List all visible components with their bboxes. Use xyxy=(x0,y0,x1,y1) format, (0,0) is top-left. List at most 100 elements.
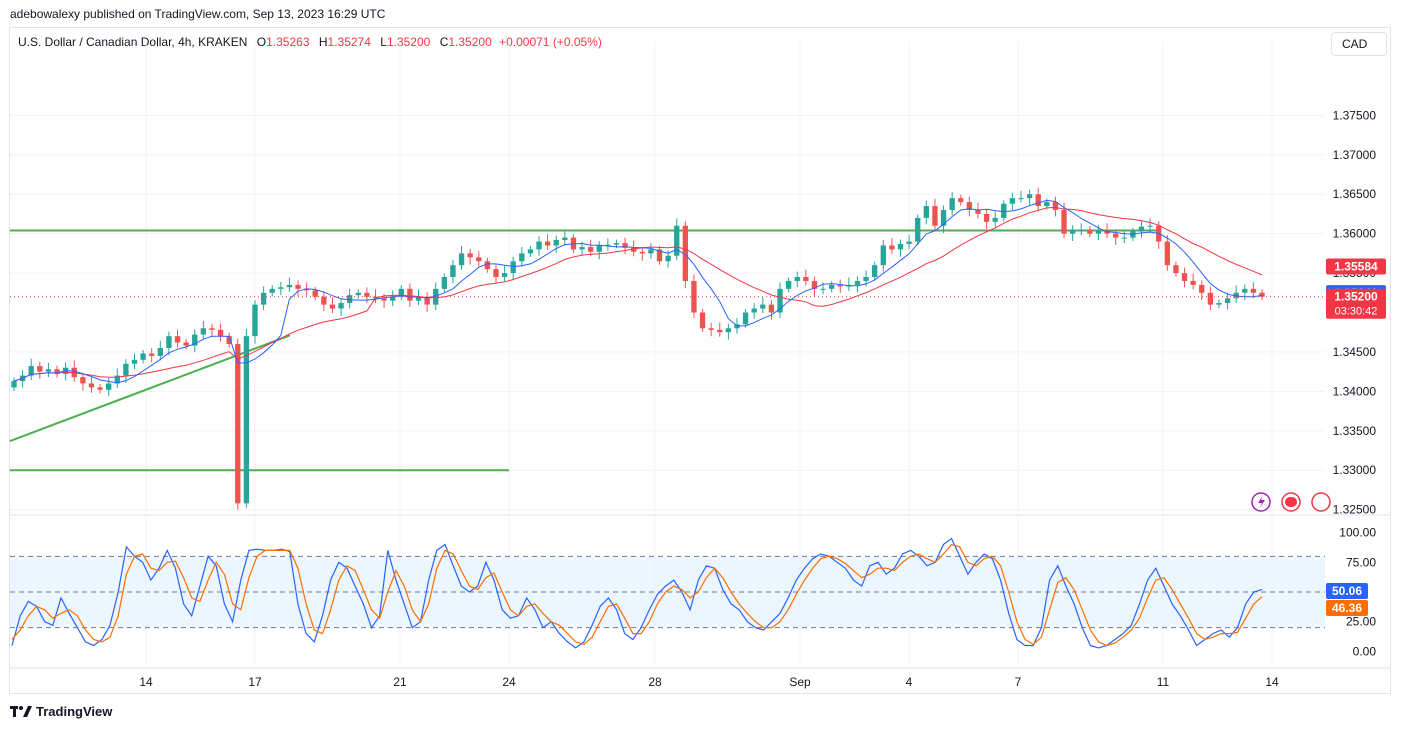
high-label: H xyxy=(318,35,328,49)
candle-body xyxy=(992,217,998,222)
candle-body xyxy=(260,292,267,305)
candle-body xyxy=(407,288,413,301)
candle-body xyxy=(699,312,706,329)
candle-body xyxy=(501,273,508,278)
candle-body xyxy=(1061,209,1067,234)
candle-body xyxy=(433,288,439,305)
stoch-d-line xyxy=(11,543,1263,647)
candle-body xyxy=(157,347,163,356)
candle-body xyxy=(983,213,990,222)
x-tick-label: 17 xyxy=(248,675,262,689)
candle-body xyxy=(37,366,43,372)
candle-body xyxy=(381,298,387,301)
candle-body xyxy=(863,277,869,281)
x-tick-label: 28 xyxy=(648,675,662,689)
candle-body xyxy=(510,261,516,274)
candle-body xyxy=(1035,194,1041,207)
candle-body xyxy=(28,366,34,376)
candle-body xyxy=(88,383,95,388)
candle-body xyxy=(648,249,654,254)
ma-slow-line xyxy=(13,206,1263,382)
currency-button[interactable]: CAD xyxy=(1331,32,1387,56)
candle-body xyxy=(441,277,448,289)
candle-body xyxy=(1052,202,1059,210)
candle-body xyxy=(1147,225,1153,227)
us-flag-glyph-icon xyxy=(1285,497,1297,507)
candle-body xyxy=(286,284,293,288)
last-price-tag xyxy=(1326,288,1386,319)
y-tick-label: 1.36000 xyxy=(1333,227,1377,241)
ma-slow-price-value: 1.35584 xyxy=(1334,259,1378,273)
candle-body xyxy=(828,284,835,289)
candle-body xyxy=(149,353,155,356)
candle-body xyxy=(200,328,207,335)
candle-body xyxy=(725,328,732,333)
candle-body xyxy=(622,243,628,248)
candle-body xyxy=(493,269,499,278)
low-value: 1.35200 xyxy=(386,35,431,49)
candle-body xyxy=(923,206,929,218)
candle-body xyxy=(975,209,981,214)
candle-body xyxy=(536,241,542,250)
change-value: +0.00071 (+0.05%) xyxy=(499,35,602,49)
candle-body xyxy=(183,342,189,346)
candle-body xyxy=(613,243,620,245)
candle-body xyxy=(691,280,697,313)
candle-body xyxy=(54,369,60,375)
x-tick-label: Sep xyxy=(789,675,811,689)
candle-body xyxy=(476,257,482,262)
candle-body xyxy=(777,288,783,313)
y-tick-label: 1.37000 xyxy=(1333,148,1377,162)
candle-body xyxy=(631,247,637,252)
candle-body xyxy=(1250,288,1257,293)
candle-body xyxy=(192,334,198,346)
candle-body xyxy=(235,344,241,504)
candle-body xyxy=(97,387,103,390)
candle-body xyxy=(915,217,921,242)
y-tick-label: 1.33000 xyxy=(1333,463,1377,477)
close-label: C xyxy=(439,35,449,49)
candle-body xyxy=(1087,229,1093,234)
candle-body xyxy=(398,288,404,297)
candle-body xyxy=(579,247,585,250)
low-label: L xyxy=(380,35,387,49)
candle-body xyxy=(131,359,138,364)
bar-countdown: 03:30:42 xyxy=(1335,306,1378,318)
candle-body xyxy=(708,328,714,330)
candle-body xyxy=(243,336,250,504)
candle-body xyxy=(458,253,465,266)
candle-body xyxy=(347,295,353,304)
lightning-glyph-icon xyxy=(1258,495,1265,509)
candle-body xyxy=(1121,237,1127,239)
x-tick-label: 7 xyxy=(1015,675,1022,689)
candle-body xyxy=(329,304,336,309)
stoch-tick-label: 75.00 xyxy=(1346,555,1376,569)
candle-body xyxy=(1190,280,1196,285)
x-tick-label: 21 xyxy=(393,675,407,689)
x-tick-label: 14 xyxy=(1265,675,1279,689)
candle-body xyxy=(527,249,534,254)
tradingview-logo-icon xyxy=(10,705,32,717)
candle-body xyxy=(1018,198,1024,200)
candle-body xyxy=(958,198,964,203)
candle-body xyxy=(484,261,491,270)
ma-fast-line xyxy=(13,199,1263,384)
candle-body xyxy=(682,225,689,281)
candle-body xyxy=(794,277,800,281)
tradingview-logo[interactable]: TradingView xyxy=(10,704,112,719)
candle-body xyxy=(278,287,284,289)
candle-body xyxy=(123,363,129,376)
candle-body xyxy=(785,280,792,289)
candle-body xyxy=(1173,265,1179,274)
candle-body xyxy=(312,290,318,297)
candle-body xyxy=(106,383,112,390)
last-price-value: 1.35200 xyxy=(1334,290,1378,304)
candle-body xyxy=(639,251,645,254)
candle-body xyxy=(1044,202,1050,207)
candle-body xyxy=(872,265,878,278)
candle-body xyxy=(1216,303,1222,305)
y-tick-label: 1.32500 xyxy=(1333,503,1377,517)
candle-body xyxy=(760,304,766,309)
candle-body xyxy=(932,206,938,226)
